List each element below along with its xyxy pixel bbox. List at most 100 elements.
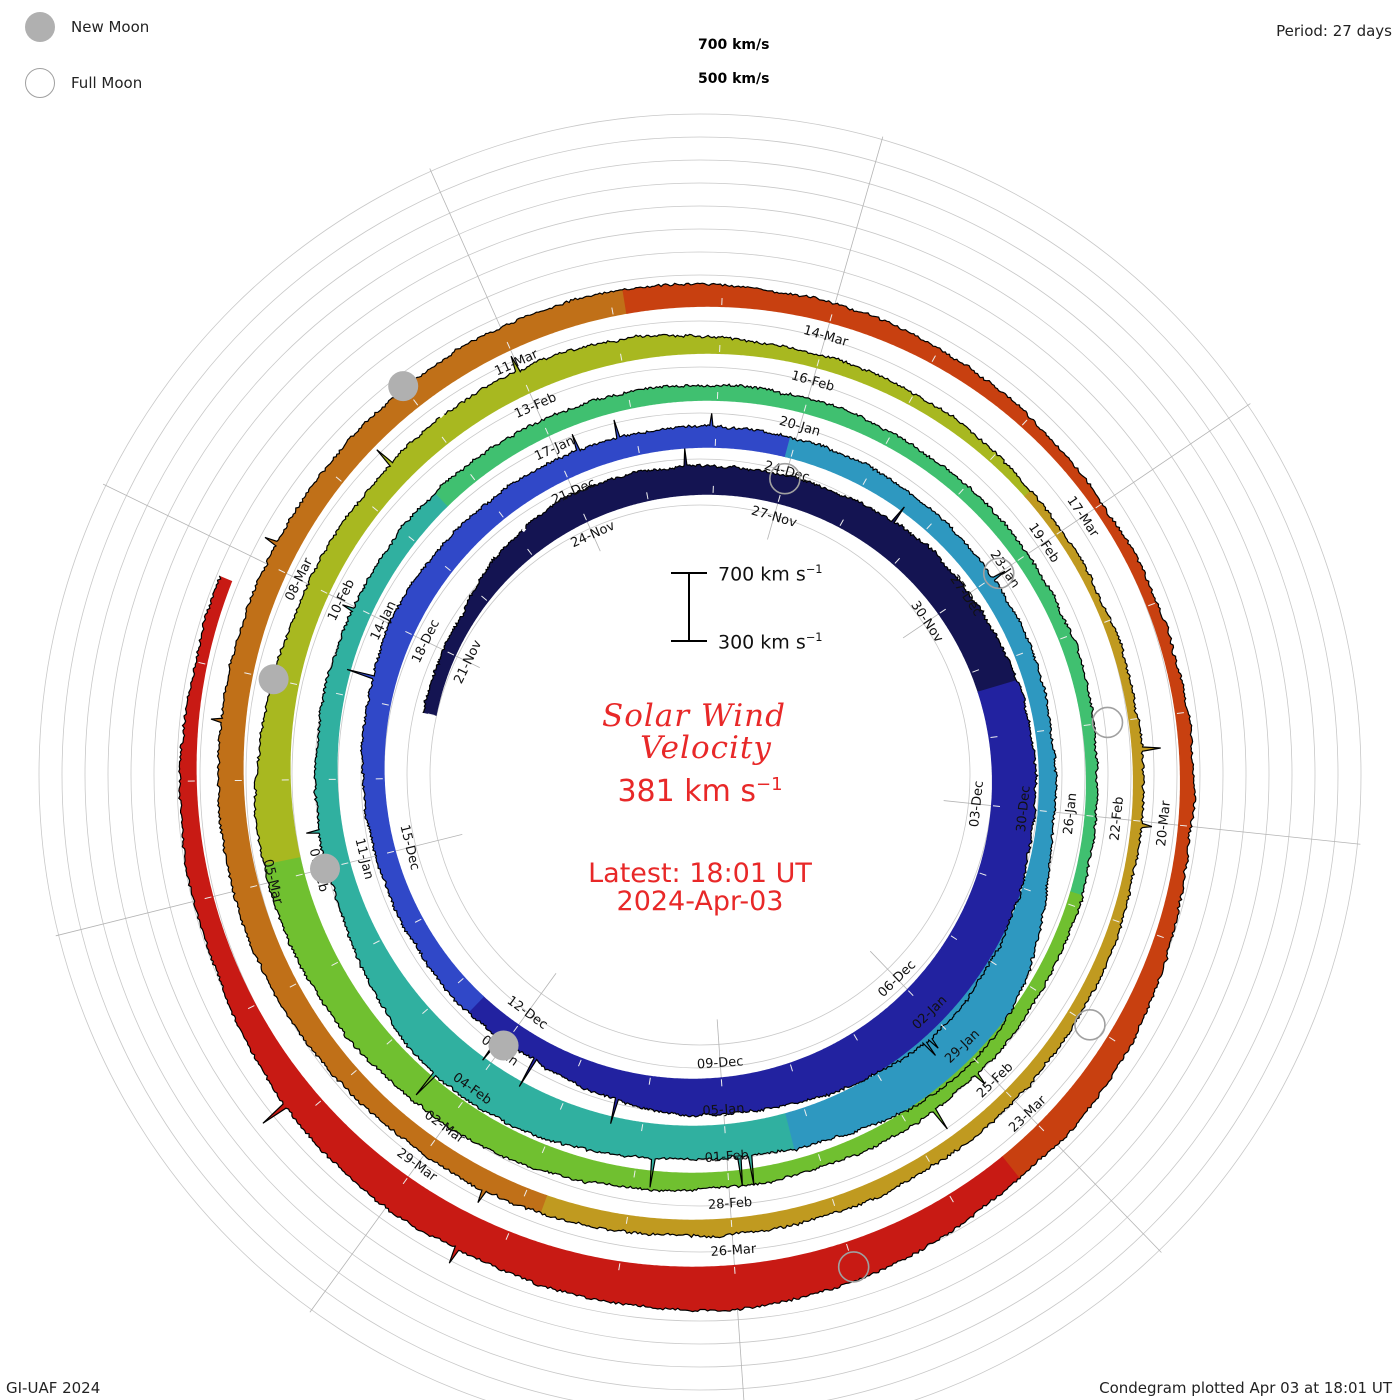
- day-tick: [498, 511, 504, 518]
- day-tick: [295, 873, 303, 877]
- day-tick: [648, 1077, 651, 1085]
- day-tick: [633, 1170, 636, 1178]
- legend-new-moon: New Moon: [25, 12, 149, 42]
- day-tick: [1069, 1011, 1076, 1017]
- moon-markers: [258, 371, 1124, 1283]
- day-tick: [979, 872, 987, 876]
- day-tick: [1005, 1091, 1012, 1098]
- legend-new-moon-label: New Moon: [71, 18, 150, 36]
- chart-title-line2: Velocity: [640, 730, 772, 766]
- day-tick: [1086, 815, 1094, 817]
- full-moon-marker: [982, 557, 1015, 590]
- day-tick: [611, 307, 614, 315]
- day-tick: [250, 885, 258, 888]
- current-velocity-unit: km s: [684, 774, 757, 809]
- grid-spoke-0: [102, 483, 480, 669]
- day-tick: [646, 492, 649, 500]
- latest-date: 2024-Apr-03: [616, 886, 784, 917]
- day-tick: [1083, 724, 1091, 727]
- date-label-05-Jan: 05-Jan: [702, 1101, 745, 1119]
- day-tick: [523, 1189, 528, 1197]
- day-tick: [544, 427, 549, 435]
- day-tick: [990, 454, 996, 461]
- day-tick: [457, 1101, 463, 1109]
- day-tick: [931, 355, 936, 363]
- day-tick: [1104, 619, 1112, 623]
- day-tick: [457, 978, 464, 984]
- day-tick: [907, 990, 914, 997]
- grid-ring-17: [38, 113, 1362, 1400]
- day-tick: [444, 565, 451, 572]
- day-tick: [386, 1039, 393, 1045]
- day-tick: [832, 1198, 836, 1206]
- day-tick: [290, 682, 298, 686]
- date-label-27-Nov: 27-Nov: [749, 504, 798, 531]
- grid-ring-0: [429, 504, 971, 1046]
- day-tick: [877, 1074, 882, 1082]
- date-label-26-Jan: 26-Jan: [1061, 792, 1080, 835]
- day-tick: [447, 651, 455, 656]
- day-tick: [1016, 652, 1024, 657]
- day-tick: [320, 589, 328, 594]
- date-label-20-Mar: 20-Mar: [1154, 799, 1174, 847]
- day-tick: [641, 1124, 644, 1132]
- full-moon-marker: [837, 1251, 870, 1283]
- day-tick: [618, 1263, 621, 1271]
- day-tick: [949, 1195, 954, 1203]
- day-tick: [505, 1233, 510, 1240]
- day-tick: [894, 557, 901, 564]
- day-tick: [978, 582, 985, 588]
- day-tick: [373, 940, 380, 945]
- day-tick: [278, 569, 286, 574]
- day-tick: [1176, 712, 1184, 714]
- ring-label-700: 700 km/s: [698, 37, 769, 53]
- grid-spoke-3: [429, 168, 601, 552]
- day-tick: [1037, 730, 1045, 733]
- day-tick: [908, 396, 913, 403]
- day-tick: [1109, 1036, 1116, 1042]
- date-label-09-Dec: 09-Dec: [697, 1054, 744, 1072]
- velocity-band-9: [211, 288, 629, 1213]
- day-tick: [244, 672, 252, 675]
- day-tick: [862, 478, 867, 485]
- data-gap-3: [438, 412, 445, 419]
- day-tick: [335, 476, 342, 482]
- velocity-band-1: [468, 680, 1038, 1124]
- day-tick: [506, 341, 511, 349]
- velocity-band-11: [178, 575, 1021, 1312]
- day-tick: [1029, 986, 1037, 991]
- day-tick: [402, 1177, 408, 1185]
- day-tick: [818, 1154, 822, 1162]
- day-tick: [829, 314, 833, 322]
- new-moon-marker: [258, 664, 289, 695]
- day-tick: [247, 1005, 255, 1010]
- grid-ring-16: [61, 136, 1339, 1400]
- day-tick: [853, 1034, 858, 1041]
- day-tick: [1038, 1125, 1045, 1132]
- day-tick: [1148, 602, 1155, 607]
- day-tick: [527, 548, 533, 555]
- day-tick: [803, 404, 807, 412]
- day-tick: [973, 1057, 979, 1064]
- grid-ring-15: [84, 159, 1316, 1391]
- day-tick: [926, 523, 932, 530]
- scale-bar: [671, 572, 707, 642]
- period-label: Period: 27 days: [1276, 22, 1392, 40]
- day-tick: [485, 1063, 491, 1071]
- day-tick: [204, 896, 212, 900]
- velocity-band-4: [306, 491, 795, 1188]
- date-label-01-Feb: 01-Feb: [704, 1148, 749, 1166]
- date-label-22-Feb: 22-Feb: [1108, 796, 1128, 842]
- date-label-28-Feb: 28-Feb: [708, 1195, 753, 1213]
- date-label-03-Dec: 03-Dec: [967, 780, 987, 828]
- day-tick: [1060, 636, 1068, 640]
- day-tick: [1021, 419, 1028, 426]
- grid-spoke-6: [767, 136, 884, 540]
- grid-ring-13: [130, 205, 1270, 1345]
- scale-top-label: 700 km s−1: [718, 562, 823, 586]
- legend-full-moon: Full Moon: [25, 68, 142, 98]
- grid-ring-12: [153, 228, 1247, 1322]
- day-tick: [777, 494, 781, 502]
- day-tick: [925, 1155, 930, 1162]
- day-tick: [950, 935, 958, 941]
